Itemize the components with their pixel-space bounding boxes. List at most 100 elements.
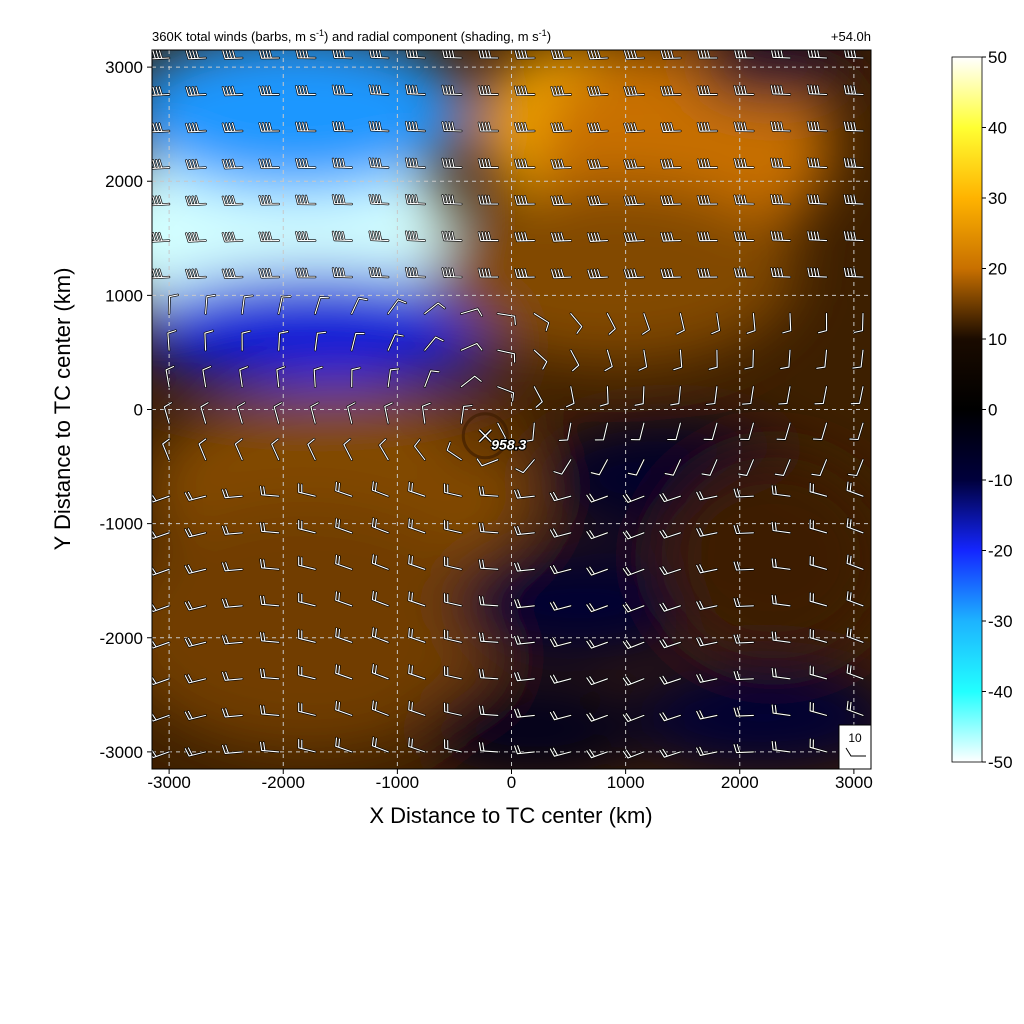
wind-barb [443, 519, 463, 534]
wind-barb [513, 488, 536, 500]
x-tick-label: -1000 [376, 773, 419, 792]
wind-barb [259, 704, 280, 717]
wind-barb [848, 422, 865, 441]
wind-barb [585, 602, 609, 613]
wind-barb [405, 230, 426, 242]
wind-barb [845, 554, 865, 571]
wind-barb [185, 195, 207, 207]
wind-barb [622, 675, 646, 687]
wind-barb [695, 527, 719, 538]
wind-barb [565, 385, 576, 408]
wind-barb [478, 485, 499, 498]
wind-barb [309, 401, 320, 425]
wind-barb [407, 590, 426, 607]
wind-barb [533, 349, 548, 371]
wind-barb [241, 294, 254, 315]
wind-barb [258, 268, 280, 279]
wind-barb [221, 707, 244, 719]
wind-barb [637, 349, 648, 372]
wind-barb [514, 268, 536, 279]
wind-barb [405, 120, 426, 133]
wind-barb [586, 122, 609, 134]
wind-barb [696, 121, 719, 133]
wind-barb [513, 671, 536, 682]
wind-barb [696, 268, 719, 279]
wind-barb [423, 335, 445, 352]
wind-barb [513, 598, 536, 609]
colorbar-tick-label: 30 [988, 189, 1007, 208]
wind-barb [733, 267, 755, 279]
wind-barb [270, 437, 280, 461]
wind-barb [658, 565, 682, 576]
wind-barb [549, 564, 572, 575]
y-tick-label: -1000 [100, 515, 143, 534]
wind-barb [585, 748, 609, 759]
wind-barb [166, 329, 177, 352]
wind-barb [259, 595, 280, 607]
wind-barb [383, 401, 394, 425]
wind-barb [549, 637, 572, 648]
wind-barb [633, 385, 646, 407]
wind-barb [368, 84, 390, 96]
wind-barb [221, 231, 244, 243]
wind-barb [850, 385, 865, 405]
wind-barb [371, 517, 390, 534]
wind-barb [739, 422, 755, 441]
wind-barb [843, 157, 865, 169]
wind-barb [368, 267, 390, 279]
colorbar-tick-label: -20 [988, 542, 1013, 561]
wind-barb [550, 122, 572, 133]
wind-barb [622, 712, 646, 723]
wind-barb [585, 675, 609, 686]
wind-barb [405, 157, 426, 169]
shading-region-13 [420, 683, 649, 769]
wind-barb [549, 491, 572, 502]
colorbar-tick-label: 0 [988, 401, 997, 420]
wind-barb [460, 342, 484, 352]
wind-barb [443, 556, 463, 571]
wind-barb [221, 50, 244, 60]
wind-barb [221, 561, 244, 572]
wind-barb [623, 122, 646, 133]
wind-barb [550, 85, 572, 97]
wind-barb [569, 349, 580, 372]
wind-barb [812, 422, 828, 441]
shading-region-8 [152, 500, 501, 752]
wind-barb [405, 267, 426, 279]
wind-barb [277, 295, 292, 315]
wind-barb [334, 700, 353, 717]
wind-barb [441, 121, 463, 133]
wind-barb [746, 312, 757, 335]
x-tick-label: 2000 [721, 773, 759, 792]
wind-barb [533, 385, 544, 409]
wind-barb [585, 492, 609, 504]
wind-barb [405, 84, 426, 96]
wind-barb [733, 194, 755, 206]
wind-barb [258, 122, 280, 133]
wind-barb [371, 590, 390, 607]
wind-barb [407, 700, 426, 717]
wind-barb [185, 50, 207, 60]
wind-barb [770, 194, 792, 206]
wind-barb [441, 230, 463, 242]
wind-barb [843, 230, 865, 242]
wind-barb [808, 482, 828, 498]
wind-barb [443, 592, 463, 607]
wind-barb [585, 639, 609, 650]
shading-region-1 [152, 50, 466, 193]
wind-barb [590, 458, 609, 476]
wind-barb [234, 437, 244, 461]
wind-barb [843, 50, 865, 60]
x-tick-label: -3000 [147, 773, 190, 792]
wind-barb [514, 122, 536, 133]
y-tick-label: 3000 [105, 58, 143, 77]
wind-barb [221, 525, 244, 536]
wind-barb [549, 600, 572, 612]
wind-barb [550, 50, 572, 60]
wind-barb [342, 438, 353, 461]
wind-barb [371, 480, 390, 498]
wind-barb [460, 307, 483, 318]
wind-barb [164, 365, 175, 388]
wind-barb [306, 437, 317, 461]
wind-barb [586, 85, 609, 97]
